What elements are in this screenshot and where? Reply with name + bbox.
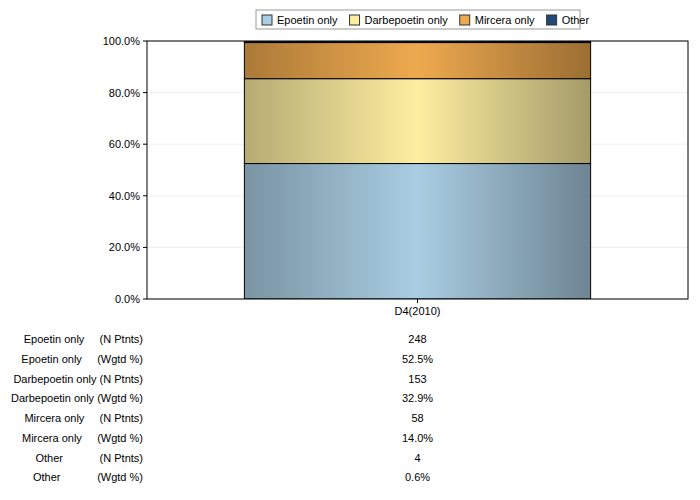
- y-tick: [143, 92, 147, 93]
- y-tick-label: 20.0%: [109, 241, 140, 253]
- bar-segment: [244, 79, 590, 164]
- x-tick: [417, 299, 418, 303]
- y-tick: [143, 195, 147, 196]
- y-tick-label: 60.0%: [109, 138, 140, 150]
- x-tick-label: D4(2010): [395, 305, 441, 317]
- table-cell: 14.0%: [402, 432, 433, 444]
- legend-label: Epoetin only: [277, 14, 338, 26]
- legend-swatch: [262, 15, 272, 25]
- table-row-label: Darbepoetin only (N Ptnts): [13, 373, 143, 385]
- plot-frame: [147, 41, 688, 299]
- legend-swatch: [350, 15, 360, 25]
- y-tick-label: 40.0%: [109, 190, 140, 202]
- y-tick: [143, 144, 147, 145]
- table-row-label: Mircera only (N Ptnts): [24, 412, 143, 424]
- legend-label: Darbepoetin only: [365, 14, 449, 26]
- table-row-label: Mircera only (Wgtd %): [22, 432, 143, 444]
- table-cell: 248: [408, 333, 426, 345]
- y-tick: [143, 41, 147, 42]
- y-tick-label: 100.0%: [103, 35, 141, 47]
- y-tick: [143, 247, 147, 248]
- table-row-label: Darbepoetin only (Wgtd %): [11, 392, 143, 404]
- data-table: Epoetin only (N Ptnts) 248 Epoetin only (W…: [11, 333, 433, 483]
- table-row-label: Epoetin only (N Ptnts): [24, 333, 143, 345]
- table-cell: 153: [408, 373, 426, 385]
- y-tick: [143, 299, 147, 300]
- table-cell: 58: [411, 412, 423, 424]
- legend-box: [256, 10, 580, 29]
- y-tick-label: 80.0%: [109, 87, 140, 99]
- chart: Epoetin only Darbepoetin only Mircera only…: [0, 0, 700, 500]
- table-cell: 0.6%: [405, 471, 430, 483]
- legend-label: Other: [562, 14, 590, 26]
- bar-segment: [244, 164, 590, 299]
- table-cell: 52.5%: [402, 353, 433, 365]
- legend-swatch: [547, 15, 557, 25]
- table-cell: 32.9%: [402, 392, 433, 404]
- table-row-label: Other (N Ptnts): [35, 452, 143, 464]
- legend-swatch: [460, 15, 470, 25]
- legend: Epoetin only Darbepoetin only Mircera only…: [256, 10, 589, 29]
- plot-area: 0.0% 20.0% 40.0% 60.0% 80.0% 100.0% D4(2010): [103, 35, 688, 317]
- bar-segment: [244, 43, 590, 79]
- table-cell: 4: [414, 452, 420, 464]
- table-row-label: Other (Wgtd %): [33, 471, 143, 483]
- table-row-label: Epoetin only (Wgtd %): [21, 353, 143, 365]
- bars: [244, 41, 590, 299]
- legend-label: Mircera only: [475, 14, 535, 26]
- background: [0, 0, 700, 500]
- y-tick-label: 0.0%: [115, 293, 140, 305]
